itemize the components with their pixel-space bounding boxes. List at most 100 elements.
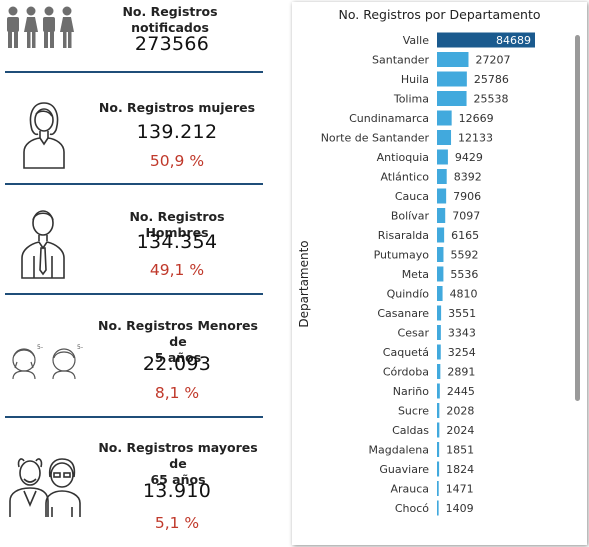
data-label: 25786	[474, 73, 509, 86]
bar[interactable]	[437, 52, 469, 67]
separator	[5, 71, 263, 73]
card-value: 13.910	[142, 480, 212, 502]
data-label: 9429	[455, 151, 483, 164]
people-group-icon	[7, 6, 74, 48]
card-title-line: No. Registros mujeres	[98, 100, 256, 115]
card-title-line: No. Registros Menores de	[98, 318, 258, 349]
category-label: Meta	[402, 268, 429, 281]
age-label: 5-	[77, 344, 83, 351]
bar[interactable]	[437, 286, 443, 301]
bar[interactable]	[437, 422, 440, 438]
category-label: Guaviare	[379, 463, 429, 476]
bar[interactable]	[437, 500, 439, 516]
card-title: No. Registros Hombres	[97, 209, 257, 241]
data-label: 2024	[446, 424, 474, 437]
data-label: 12133	[458, 132, 493, 145]
bar[interactable]	[437, 461, 440, 477]
card-value: 22.093	[142, 353, 212, 375]
bar[interactable]	[437, 227, 445, 243]
scrollbar-thumb[interactable]	[575, 35, 580, 401]
data-label: 4810	[450, 288, 478, 301]
data-label: 2028	[446, 405, 474, 418]
data-label: 5536	[450, 268, 478, 281]
data-label: 3343	[448, 327, 476, 340]
card-title: No. Registros mayores de 65 años	[97, 440, 259, 488]
bar[interactable]	[437, 208, 446, 223]
category-label: Caldas	[392, 424, 429, 437]
category-label: Arauca	[390, 483, 429, 496]
bar[interactable]	[437, 188, 447, 204]
bar[interactable]	[437, 481, 439, 496]
woman-icon	[23, 102, 65, 169]
bar[interactable]	[437, 32, 535, 48]
data-label: 1471	[446, 483, 474, 496]
bar[interactable]	[437, 149, 448, 165]
category-label: Norte de Santander	[321, 132, 430, 145]
bar[interactable]	[437, 383, 440, 399]
data-label: 2891	[447, 366, 475, 379]
card-title: No. Registros Menores de 5 años	[97, 318, 259, 366]
data-label: 3551	[448, 307, 476, 320]
bar[interactable]	[437, 325, 441, 340]
data-label: 6165	[451, 229, 479, 242]
category-label: Atlántico	[380, 171, 429, 184]
bar[interactable]	[437, 305, 442, 321]
card-title: No. Registros mujeres	[97, 100, 257, 116]
card-percentage: 8,1 %	[154, 384, 200, 402]
card-registros-menores-5: 5- 5- No. Registros Menores de 5 años 22…	[0, 296, 270, 416]
category-label: Tolima	[393, 93, 429, 106]
man-icon	[21, 210, 65, 279]
category-label: Magdalena	[369, 444, 429, 457]
bar[interactable]	[437, 130, 452, 145]
data-label: 27207	[475, 54, 510, 67]
card-registros-mayores-65: No. Registros mayores de 65 años 13.910 …	[0, 419, 270, 544]
data-label: 84689	[496, 34, 531, 47]
bar[interactable]	[437, 110, 452, 126]
children-icon: 5- 5-	[12, 344, 83, 380]
category-label: Caquetá	[383, 346, 429, 359]
category-label: Casanare	[377, 307, 429, 320]
bar[interactable]	[437, 266, 444, 282]
category-label: Chocó	[395, 502, 429, 515]
bar[interactable]	[437, 403, 440, 418]
category-label: Valle	[403, 34, 430, 47]
data-label: 1409	[446, 502, 474, 515]
bar[interactable]	[437, 247, 444, 262]
data-label: 5592	[450, 249, 478, 262]
category-label: Bolívar	[391, 210, 430, 223]
elderly-couple-icon	[9, 458, 81, 517]
data-label: 1824	[446, 463, 474, 476]
category-label: Nariño	[393, 385, 430, 398]
category-label: Sucre	[398, 405, 429, 418]
card-value: 139.212	[136, 121, 218, 143]
card-title-line: No. Registros Hombres	[129, 209, 225, 240]
bar[interactable]	[437, 71, 467, 87]
category-label: Huila	[401, 73, 429, 86]
bar[interactable]	[437, 442, 440, 457]
bar[interactable]	[437, 169, 447, 184]
bar[interactable]	[437, 91, 467, 106]
category-label: Santander	[372, 54, 429, 67]
separator	[5, 183, 263, 185]
data-label: 3254	[448, 346, 476, 359]
bar[interactable]	[437, 344, 441, 360]
card-registros-notificados: No. Registros notificados 273566	[0, 0, 270, 72]
separator	[5, 416, 263, 418]
data-label: 7906	[453, 190, 481, 203]
category-label: Cundinamarca	[349, 112, 429, 125]
card-title-line: No. Registros mayores de	[98, 440, 258, 471]
bar-chart: Valle 84689 Santander 27207 Huila 25786 Tolima…	[321, 32, 535, 516]
card-value: 134.354	[136, 231, 218, 253]
card-percentage: 5,1 %	[154, 514, 200, 532]
separator	[5, 293, 263, 295]
category-label: Putumayo	[374, 249, 430, 262]
card-percentage: 50,9 %	[149, 152, 205, 170]
bar[interactable]	[437, 364, 441, 379]
card-registros-hombres: No. Registros Hombres 134.354 49,1 %	[0, 186, 270, 294]
data-label: 1851	[446, 444, 474, 457]
category-label: Cauca	[395, 190, 429, 203]
category-label: Córdoba	[383, 366, 429, 379]
card-title-line: 5 años	[154, 350, 202, 365]
category-label: Risaralda	[378, 229, 429, 242]
card-title-line: No. Registros notificados	[122, 4, 218, 35]
